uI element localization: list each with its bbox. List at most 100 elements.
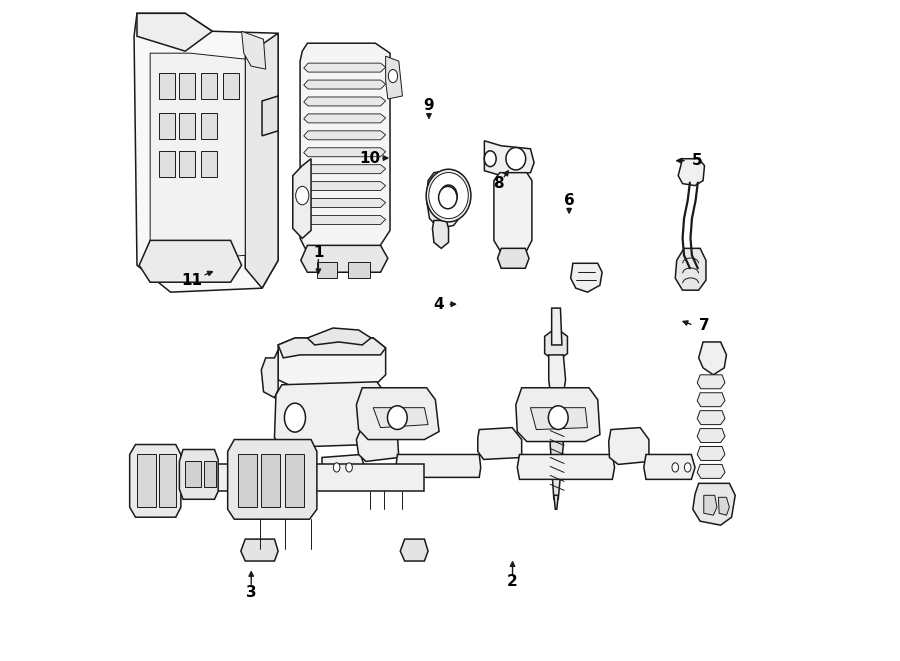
Text: 10: 10 xyxy=(359,151,381,165)
Polygon shape xyxy=(303,165,385,174)
Ellipse shape xyxy=(506,147,526,170)
Ellipse shape xyxy=(484,151,496,167)
Polygon shape xyxy=(698,465,725,479)
Polygon shape xyxy=(698,410,725,424)
Polygon shape xyxy=(284,455,303,507)
Polygon shape xyxy=(478,428,522,459)
Polygon shape xyxy=(292,159,311,239)
Polygon shape xyxy=(202,151,218,176)
Polygon shape xyxy=(518,455,615,479)
Polygon shape xyxy=(303,97,385,106)
Text: 8: 8 xyxy=(492,176,503,191)
Polygon shape xyxy=(484,141,534,176)
Polygon shape xyxy=(550,420,563,499)
Polygon shape xyxy=(140,241,241,282)
Polygon shape xyxy=(179,449,218,499)
Polygon shape xyxy=(549,355,565,420)
Polygon shape xyxy=(204,461,216,487)
Polygon shape xyxy=(675,249,706,290)
Polygon shape xyxy=(130,444,181,517)
Polygon shape xyxy=(427,171,464,229)
Text: 5: 5 xyxy=(692,153,703,168)
Polygon shape xyxy=(571,263,602,292)
Polygon shape xyxy=(274,382,384,447)
Polygon shape xyxy=(238,455,256,507)
Polygon shape xyxy=(644,455,695,479)
Polygon shape xyxy=(159,455,176,507)
Polygon shape xyxy=(241,31,266,69)
Polygon shape xyxy=(698,428,725,442)
Ellipse shape xyxy=(427,169,471,222)
Ellipse shape xyxy=(284,403,305,432)
Polygon shape xyxy=(498,249,529,268)
Polygon shape xyxy=(347,262,370,278)
Polygon shape xyxy=(303,114,385,123)
Ellipse shape xyxy=(333,463,340,472)
Polygon shape xyxy=(150,53,245,260)
Polygon shape xyxy=(432,221,448,249)
Polygon shape xyxy=(552,308,562,345)
Polygon shape xyxy=(278,338,385,358)
Polygon shape xyxy=(202,73,218,99)
Polygon shape xyxy=(179,73,195,99)
Polygon shape xyxy=(185,461,202,487)
Ellipse shape xyxy=(388,69,398,83)
Polygon shape xyxy=(322,455,364,477)
Ellipse shape xyxy=(672,463,679,472)
Polygon shape xyxy=(241,539,278,561)
Polygon shape xyxy=(317,262,337,278)
Polygon shape xyxy=(159,151,175,176)
Polygon shape xyxy=(278,338,385,388)
Polygon shape xyxy=(303,215,385,225)
Ellipse shape xyxy=(438,186,457,209)
Polygon shape xyxy=(530,408,588,430)
Polygon shape xyxy=(698,447,725,461)
Text: 11: 11 xyxy=(182,273,202,288)
Polygon shape xyxy=(303,182,385,190)
Polygon shape xyxy=(400,539,428,561)
Polygon shape xyxy=(159,73,175,99)
Text: 2: 2 xyxy=(508,574,518,590)
Polygon shape xyxy=(136,465,425,491)
Polygon shape xyxy=(544,328,567,362)
Text: 1: 1 xyxy=(313,245,324,260)
Ellipse shape xyxy=(548,406,568,430)
Polygon shape xyxy=(396,455,481,477)
Polygon shape xyxy=(698,342,726,375)
Polygon shape xyxy=(261,455,280,507)
Polygon shape xyxy=(202,113,218,139)
Polygon shape xyxy=(300,43,390,249)
Text: 4: 4 xyxy=(433,297,444,312)
Polygon shape xyxy=(303,80,385,89)
Polygon shape xyxy=(303,63,385,72)
Polygon shape xyxy=(698,393,725,407)
Polygon shape xyxy=(554,495,558,509)
Text: 7: 7 xyxy=(698,318,709,332)
Polygon shape xyxy=(356,428,399,461)
Polygon shape xyxy=(137,13,212,51)
Polygon shape xyxy=(179,151,195,176)
Polygon shape xyxy=(261,350,278,398)
Polygon shape xyxy=(134,13,278,292)
Ellipse shape xyxy=(440,185,457,206)
Polygon shape xyxy=(303,148,385,157)
Text: 3: 3 xyxy=(246,585,256,600)
Polygon shape xyxy=(262,96,278,136)
Polygon shape xyxy=(679,159,705,186)
Ellipse shape xyxy=(296,186,309,205)
Polygon shape xyxy=(301,245,388,272)
Polygon shape xyxy=(356,388,439,440)
Polygon shape xyxy=(303,198,385,208)
Polygon shape xyxy=(303,131,385,140)
Polygon shape xyxy=(308,328,371,345)
Polygon shape xyxy=(494,173,532,251)
Ellipse shape xyxy=(684,463,691,472)
Ellipse shape xyxy=(428,173,468,219)
Polygon shape xyxy=(718,497,729,515)
Polygon shape xyxy=(704,495,717,515)
Polygon shape xyxy=(228,440,317,519)
Polygon shape xyxy=(137,455,156,507)
Polygon shape xyxy=(516,388,600,442)
Polygon shape xyxy=(693,483,735,525)
Text: 9: 9 xyxy=(424,98,434,113)
